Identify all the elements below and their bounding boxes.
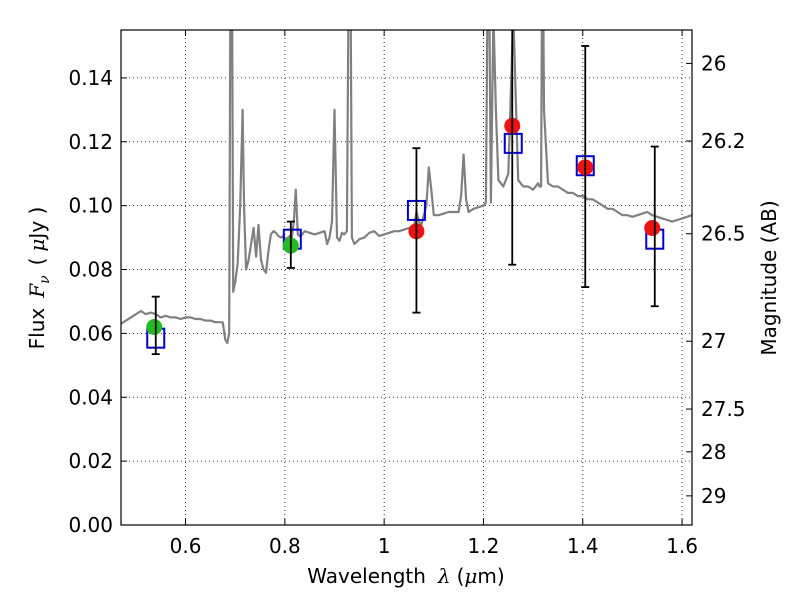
y-tick-label: 0.02 (68, 449, 113, 473)
y-tick-label: 0.08 (68, 258, 113, 282)
y2-tick-label: 27 (701, 329, 726, 353)
x-tick-label: 0.8 (269, 534, 301, 558)
x-tick-label: 0.6 (170, 534, 202, 558)
y-ticks: 0.00 0.02 0.04 0.06 0.08 0.10 0.12 0.14 (68, 66, 127, 537)
y2-tick-label: 29 (701, 484, 726, 508)
spectrum-line (121, 30, 692, 345)
series-layer (121, 30, 692, 356)
y-tick-label: 0.06 (68, 321, 113, 345)
y2-ticks: 26 26.2 26.5 27 27.5 28 29 (686, 51, 746, 508)
y-tick-label: 0.12 (68, 130, 113, 154)
x-tick-label: 1.6 (666, 534, 698, 558)
plot-frame (120, 29, 693, 526)
x-ticks: 0.6 0.8 1 1.2 1.4 1.6 (170, 30, 698, 558)
y2-tick-label: 28 (701, 440, 726, 464)
y-tick-label: 0.10 (68, 194, 113, 218)
y-axis-label: FluxFν(μJy ) (25, 207, 53, 350)
x-axis-label: Wavelength λ (μm) (307, 564, 504, 588)
y2-tick-label: 26.5 (701, 222, 746, 246)
y-tick-label: 0.04 (68, 385, 113, 409)
y-tick-label: 0.14 (68, 66, 113, 90)
x-tick-label: 1.4 (567, 534, 599, 558)
plot-background (121, 30, 692, 525)
y-tick-label: 0.00 (68, 513, 113, 537)
y2-tick-label: 26 (701, 51, 726, 75)
y2-tick-label: 27.5 (701, 397, 746, 421)
model-square-point (503, 132, 523, 154)
x-tick-label: 1 (378, 534, 391, 558)
y2-axis-label: Magnitude (AB) (757, 200, 781, 355)
observed-point (644, 220, 661, 236)
observed-point (146, 319, 163, 335)
x-tick-label: 1.2 (468, 534, 500, 558)
y2-tick-label: 26.2 (701, 129, 746, 153)
grid (121, 30, 692, 526)
